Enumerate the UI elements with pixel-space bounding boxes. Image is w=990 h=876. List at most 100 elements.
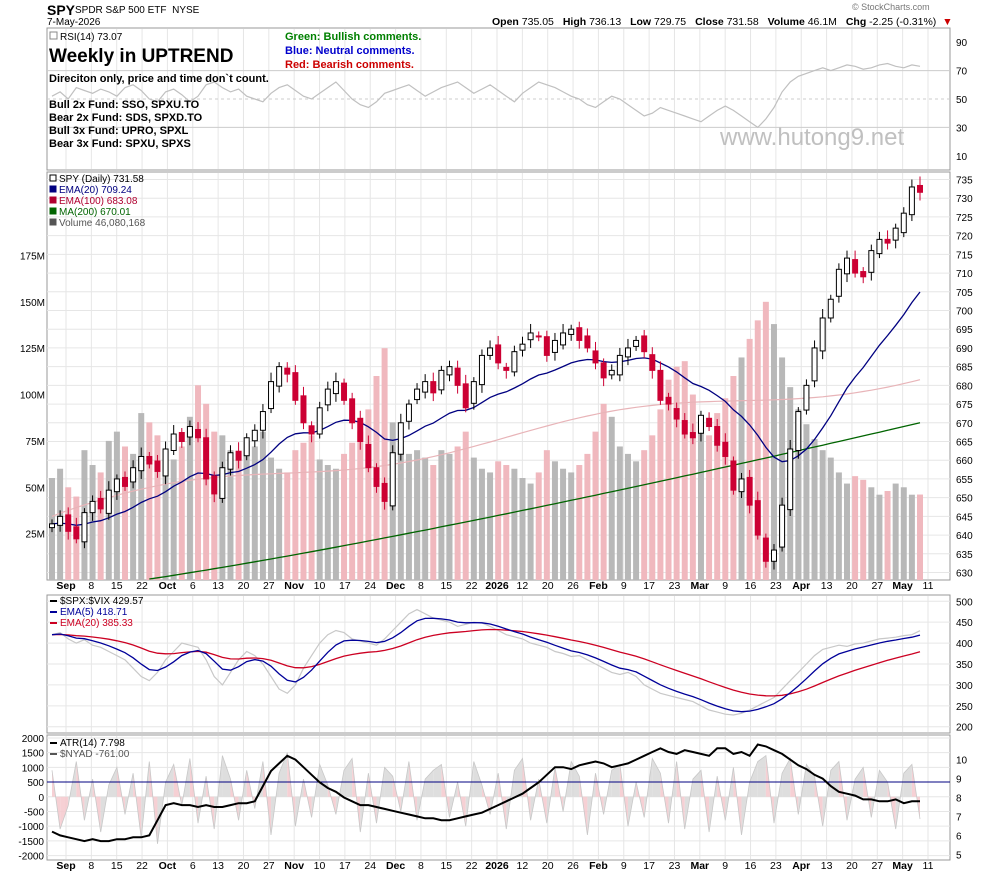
- x-tick-label: Dec: [386, 860, 405, 872]
- candle-body: [852, 259, 859, 274]
- candle-body: [113, 478, 120, 493]
- candle: [57, 510, 64, 532]
- price-y-tick: 680: [956, 381, 973, 392]
- volume-bar: [186, 416, 193, 580]
- x-tick-label: Feb: [589, 580, 608, 592]
- x-tick-label: Feb: [589, 860, 608, 872]
- price-y-tick: 675: [956, 400, 973, 411]
- volume-y-tick: 175M: [20, 251, 45, 262]
- quote-bar: Open 735.05 High 736.13 Low 729.75 Close…: [492, 16, 953, 28]
- candle: [746, 469, 753, 514]
- spxvix-legend-0: $SPX:$VIX 429.57: [60, 596, 144, 607]
- high-label: High: [562, 16, 587, 28]
- candle-body: [624, 347, 631, 358]
- x-tick-label: Nov: [284, 580, 304, 592]
- candle-body: [681, 420, 688, 435]
- x-tick-label: 26: [567, 580, 579, 592]
- candle: [827, 294, 834, 323]
- x-tick-label: 20: [238, 580, 250, 592]
- candle-body: [592, 350, 599, 364]
- x-tick-label: 15: [111, 580, 123, 592]
- volume-y-tick: 25M: [26, 530, 45, 541]
- volume-bar: [576, 465, 583, 580]
- candle: [332, 372, 339, 402]
- candle: [365, 435, 372, 473]
- x-tick-label: May: [892, 580, 913, 592]
- candle: [97, 490, 104, 514]
- x-tick-label: 6: [190, 580, 196, 592]
- volume-bar: [276, 468, 283, 580]
- watermark: www.hutong9.net: [720, 124, 905, 151]
- x-tick-label: 13: [821, 860, 833, 872]
- nyad-area: [222, 755, 231, 797]
- candle-body: [633, 339, 640, 347]
- candle: [511, 345, 518, 377]
- down-arrow-icon: ▼: [942, 16, 953, 28]
- candle: [649, 347, 656, 379]
- volume-bar: [543, 450, 550, 580]
- volume-bar: [300, 442, 307, 580]
- x-tick-label: Mar: [690, 860, 709, 872]
- candle: [819, 308, 826, 360]
- candle-body: [527, 332, 534, 341]
- volume-bar: [600, 403, 607, 580]
- volume-bar: [868, 487, 875, 580]
- candle-body: [779, 504, 786, 548]
- volume-bar: [762, 301, 769, 580]
- candle: [341, 378, 348, 405]
- volume-bar: [527, 483, 534, 580]
- candle-body: [138, 455, 145, 472]
- x-tick-label: 2026: [485, 860, 509, 872]
- volume-bar: [641, 450, 648, 580]
- candle: [535, 331, 542, 342]
- price-y-tick: 695: [956, 325, 973, 336]
- candle-body: [73, 526, 80, 540]
- candle-body: [446, 366, 453, 376]
- candle-body: [316, 407, 323, 435]
- candle: [381, 477, 388, 510]
- x-tick-label: 10: [314, 580, 326, 592]
- volume-bar: [308, 435, 315, 580]
- candle: [657, 361, 664, 405]
- candle: [779, 497, 786, 552]
- candle: [324, 381, 331, 412]
- nyad-area: [554, 767, 564, 812]
- atr-y-tick: 10: [956, 756, 968, 767]
- volume-bar: [503, 465, 510, 580]
- volume-bar: [227, 450, 234, 580]
- x-tick-label: 15: [111, 860, 123, 872]
- volume-bar: [633, 461, 640, 580]
- x-tick-label: 16: [745, 580, 757, 592]
- candle: [551, 332, 558, 361]
- candle-body: [738, 478, 745, 493]
- spxvix-y-tick: 350: [956, 660, 973, 671]
- candle-body: [819, 317, 826, 352]
- candle-body: [65, 514, 72, 532]
- volume-bar: [754, 320, 761, 580]
- volume-bar: [292, 450, 299, 580]
- x-tick-label: 12: [517, 860, 529, 872]
- candle-body: [908, 186, 915, 216]
- candle: [227, 445, 234, 476]
- nyad-area: [133, 773, 142, 838]
- candle: [211, 471, 218, 503]
- x-tick-label: 13: [212, 580, 224, 592]
- volume-bar: [219, 435, 226, 580]
- nyad-area: [465, 761, 474, 827]
- volume-bar: [414, 450, 421, 580]
- candle: [843, 250, 850, 283]
- x-tick-label: Mar: [690, 580, 709, 592]
- nyad-y-tick: -1000: [18, 822, 44, 833]
- candle-body: [349, 398, 356, 424]
- candle: [900, 207, 907, 238]
- volume-bar: [673, 366, 680, 580]
- candle: [803, 379, 810, 415]
- candle-body: [495, 344, 502, 364]
- x-tick-label: 17: [643, 580, 655, 592]
- nyad-area: [311, 764, 320, 818]
- x-tick-label: 10: [314, 860, 326, 872]
- x-tick-label: 9: [621, 860, 627, 872]
- price-y-tick: 725: [956, 213, 973, 224]
- x-tick-label: 11: [923, 580, 934, 592]
